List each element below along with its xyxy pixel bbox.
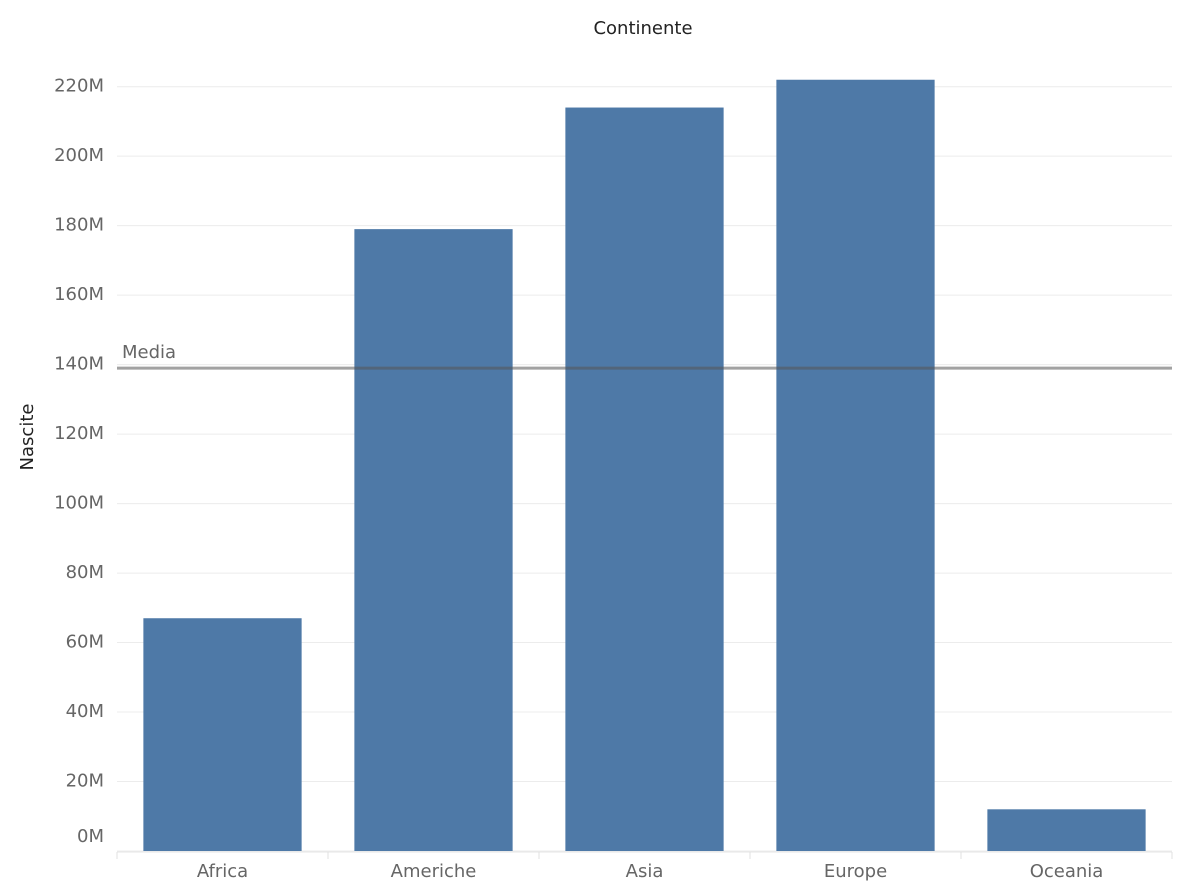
- x-tick-label: Africa: [197, 861, 248, 882]
- y-tick-label: 140M: [54, 354, 104, 375]
- y-tick-label: 20M: [66, 771, 104, 792]
- y-tick-label: 60M: [66, 632, 104, 653]
- chart-title: Continente: [593, 18, 692, 39]
- x-tick-label: Europe: [824, 861, 887, 882]
- bar: [987, 809, 1146, 851]
- y-tick-label: 220M: [54, 76, 104, 97]
- bar: [354, 229, 513, 852]
- y-tick-label: 180M: [54, 215, 104, 236]
- y-tick-label: 200M: [54, 145, 104, 166]
- y-tick-label: 0M: [77, 826, 104, 847]
- y-tick-label: 40M: [66, 701, 104, 722]
- bar: [776, 79, 935, 851]
- y-tick-label: 120M: [54, 423, 104, 444]
- y-tick-label: 80M: [66, 562, 104, 583]
- y-tick-label: 100M: [54, 493, 104, 514]
- reference-line-label: Media: [122, 342, 176, 363]
- y-axis-label: Nascite: [17, 404, 38, 471]
- x-tick-label: Oceania: [1030, 861, 1104, 882]
- bar: [143, 618, 302, 851]
- x-tick-label: Asia: [626, 861, 664, 882]
- bar: [565, 107, 724, 851]
- x-tick-label: Americhe: [391, 861, 477, 882]
- y-tick-label: 160M: [54, 284, 104, 305]
